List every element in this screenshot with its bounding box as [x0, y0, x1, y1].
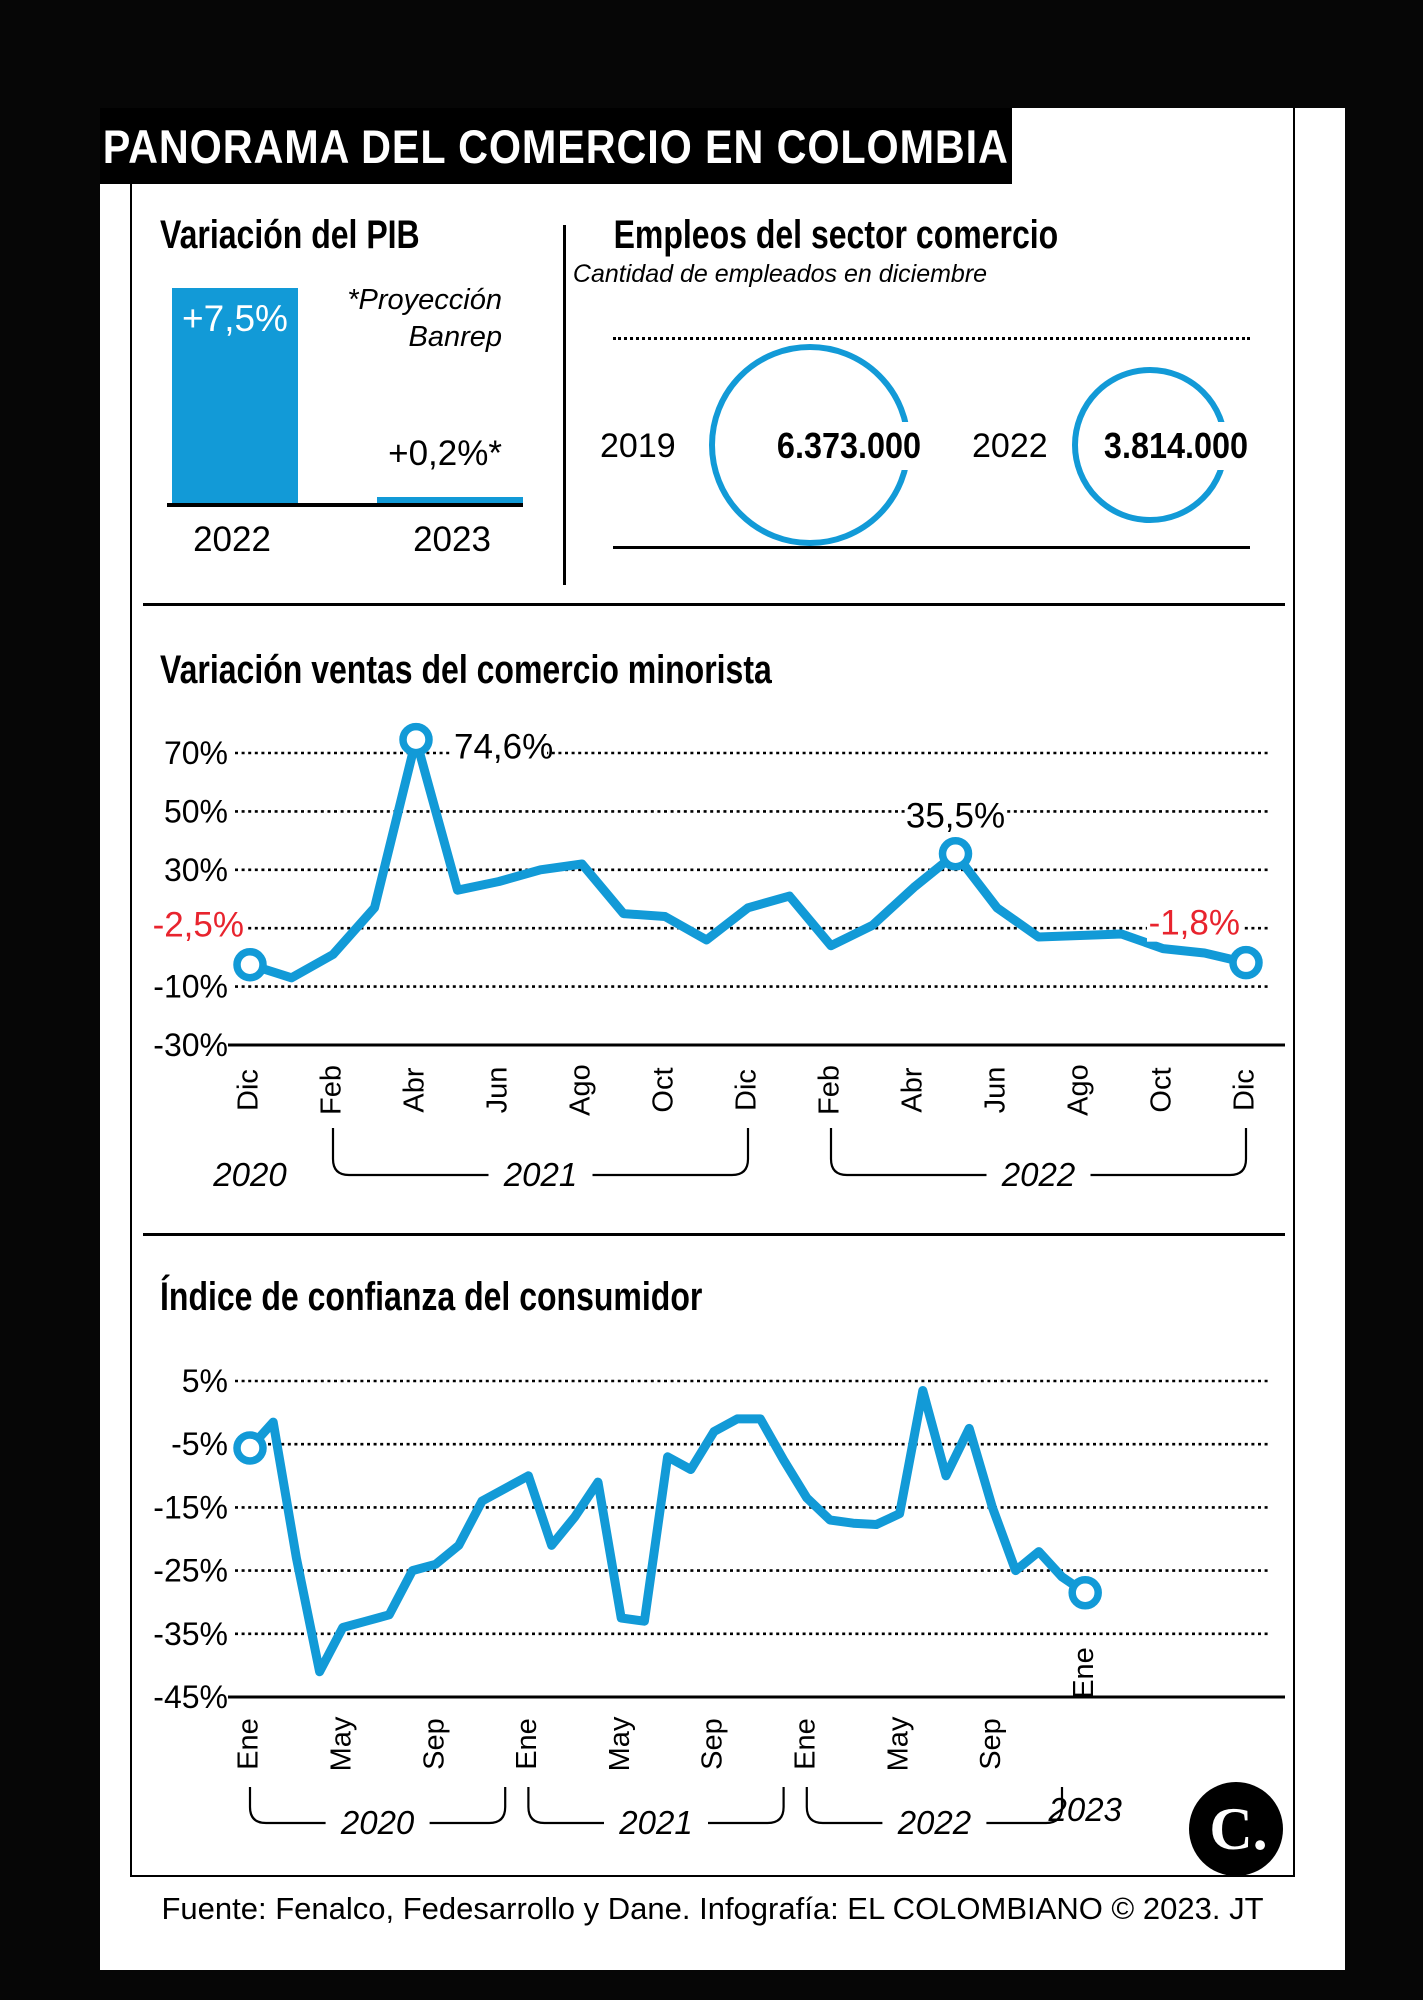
empleos-year-2022: 2022	[972, 427, 1048, 465]
empleos-subtitle: Cantidad de empleados en diciembre	[572, 260, 988, 288]
section-divider-vertical	[563, 225, 566, 585]
page-title: PANORAMA DEL COMERCIO EN COLOMBIA	[102, 119, 1010, 173]
icc-title: Índice de confianza del consumidor	[160, 1275, 703, 1319]
empleos-title: Empleos del sector comercio	[613, 213, 1059, 257]
content-frame	[130, 108, 1295, 1877]
divider-icc	[143, 1233, 1285, 1236]
pib-title: Variación del PIB	[160, 213, 420, 257]
retail-title: Variación ventas del comercio minorista	[160, 648, 772, 692]
pib-bar-2022: +7,5%	[172, 288, 298, 506]
pib-note-line2: Banrep	[408, 321, 502, 353]
empleos-top-dotted-line	[613, 337, 1250, 340]
title-bar: PANORAMA DEL COMERCIO EN COLOMBIA	[100, 108, 1012, 184]
empleos-bottom-line	[613, 546, 1250, 549]
pib-note-line1: *Proyección	[347, 284, 502, 316]
pib-bar-2023-value: +0,2%*	[388, 434, 502, 473]
footer-source: Fuente: Fenalco, Fedesarrollo y Dane. In…	[161, 1891, 1264, 1926]
empleos-value-2022: 3.814.000	[1096, 422, 1256, 470]
pib-bar-2023	[377, 497, 523, 506]
empleos-year-2019: 2019	[600, 427, 676, 465]
pib-bar-2022-value: +7,5%	[182, 298, 288, 339]
pib-note: *Proyección Banrep	[280, 282, 502, 356]
pib-baseline	[167, 503, 523, 507]
brand-logo-text: C.	[1209, 1795, 1268, 1862]
divider-retail	[143, 603, 1285, 606]
brand-logo: C.	[1189, 1782, 1283, 1876]
pib-category-2023: 2023	[413, 520, 491, 559]
pib-category-2022: 2022	[193, 520, 271, 559]
empleos-value-2019: 6.373.000	[769, 422, 929, 470]
